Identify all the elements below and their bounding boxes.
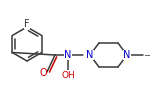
Text: N: N	[86, 50, 94, 60]
Text: N: N	[64, 50, 72, 60]
Text: N: N	[123, 50, 131, 60]
Text: OH: OH	[61, 70, 75, 79]
Text: O: O	[39, 68, 47, 78]
Text: ─: ─	[144, 50, 149, 59]
Text: F: F	[24, 19, 30, 29]
